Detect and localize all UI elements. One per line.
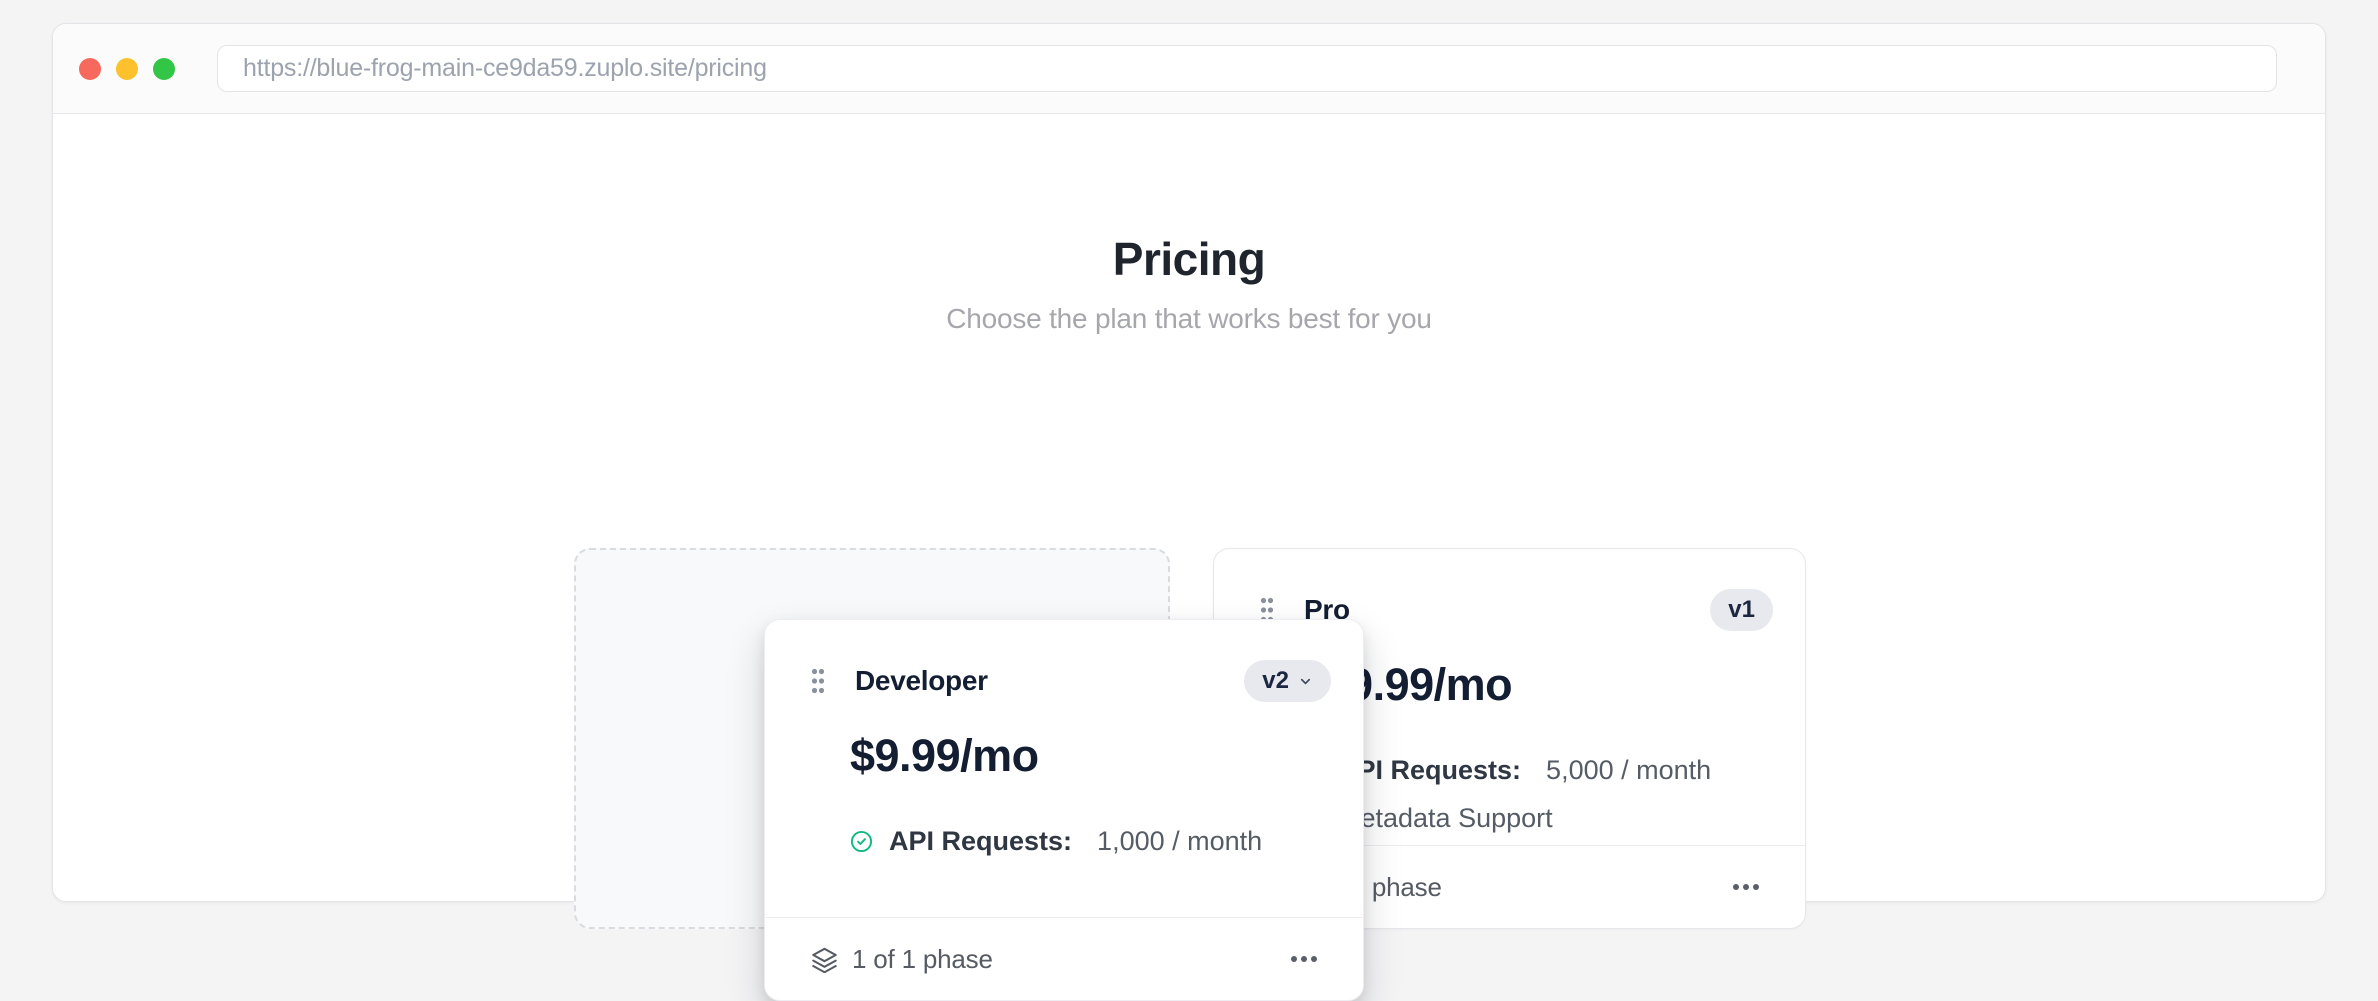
drag-handle-icon[interactable]	[811, 667, 825, 695]
minimize-window-button[interactable]	[116, 57, 138, 80]
plan-price: $9.99/mo	[850, 730, 1039, 781]
feature-row: Metadata Support	[1299, 804, 1773, 832]
feature-value: 1,000 / month	[1097, 826, 1263, 856]
page-title: Pricing	[1112, 233, 1266, 285]
page-subtitle: Choose the plan that works best for you	[946, 303, 1432, 334]
version-label: v1	[1728, 596, 1755, 623]
version-badge-v1: v1	[1710, 589, 1773, 631]
layers-icon	[811, 946, 838, 973]
version-selector-badge-v2[interactable]: v2	[1244, 660, 1331, 702]
feature-row: API Requests: 5,000 / month	[1299, 756, 1773, 784]
browser-topbar: https://blue-frog-main-ce9da59.zuplo.sit…	[53, 24, 2325, 114]
browser-window: https://blue-frog-main-ce9da59.zuplo.sit…	[52, 23, 2326, 1001]
url-text: https://blue-frog-main-ce9da59.zuplo.sit…	[243, 54, 767, 82]
feature-row: API Requests: 1,000 / month	[850, 827, 1331, 855]
card-menu-button[interactable]	[1291, 950, 1317, 968]
card-menu-button[interactable]	[1733, 878, 1759, 896]
version-label: v2	[1262, 667, 1289, 694]
feature-value: 5,000 / month	[1546, 755, 1712, 785]
close-window-button[interactable]	[79, 57, 101, 80]
plan-name: Developer	[855, 665, 988, 696]
feature-label: API Requests:	[1338, 755, 1522, 785]
feature-label: API Requests:	[889, 826, 1073, 856]
pricing-page: Pricing Choose the plan that works best …	[53, 114, 2325, 1001]
feature-value: Metadata Support	[1338, 803, 1553, 833]
check-circle-icon	[850, 830, 873, 853]
plan-price: $19.99/mo	[1299, 659, 1513, 710]
window-controls	[79, 57, 175, 80]
chevron-down-icon	[1300, 678, 1311, 684]
maximize-window-button[interactable]	[153, 57, 175, 80]
plan-card-developer-dragging[interactable]: Developer v2 $9.99/mo	[764, 619, 1364, 1001]
grip-dots-icon	[811, 668, 825, 694]
phase-count-label: 1 of 1 phase	[852, 943, 993, 974]
url-address-bar[interactable]: https://blue-frog-main-ce9da59.zuplo.sit…	[217, 45, 2277, 92]
